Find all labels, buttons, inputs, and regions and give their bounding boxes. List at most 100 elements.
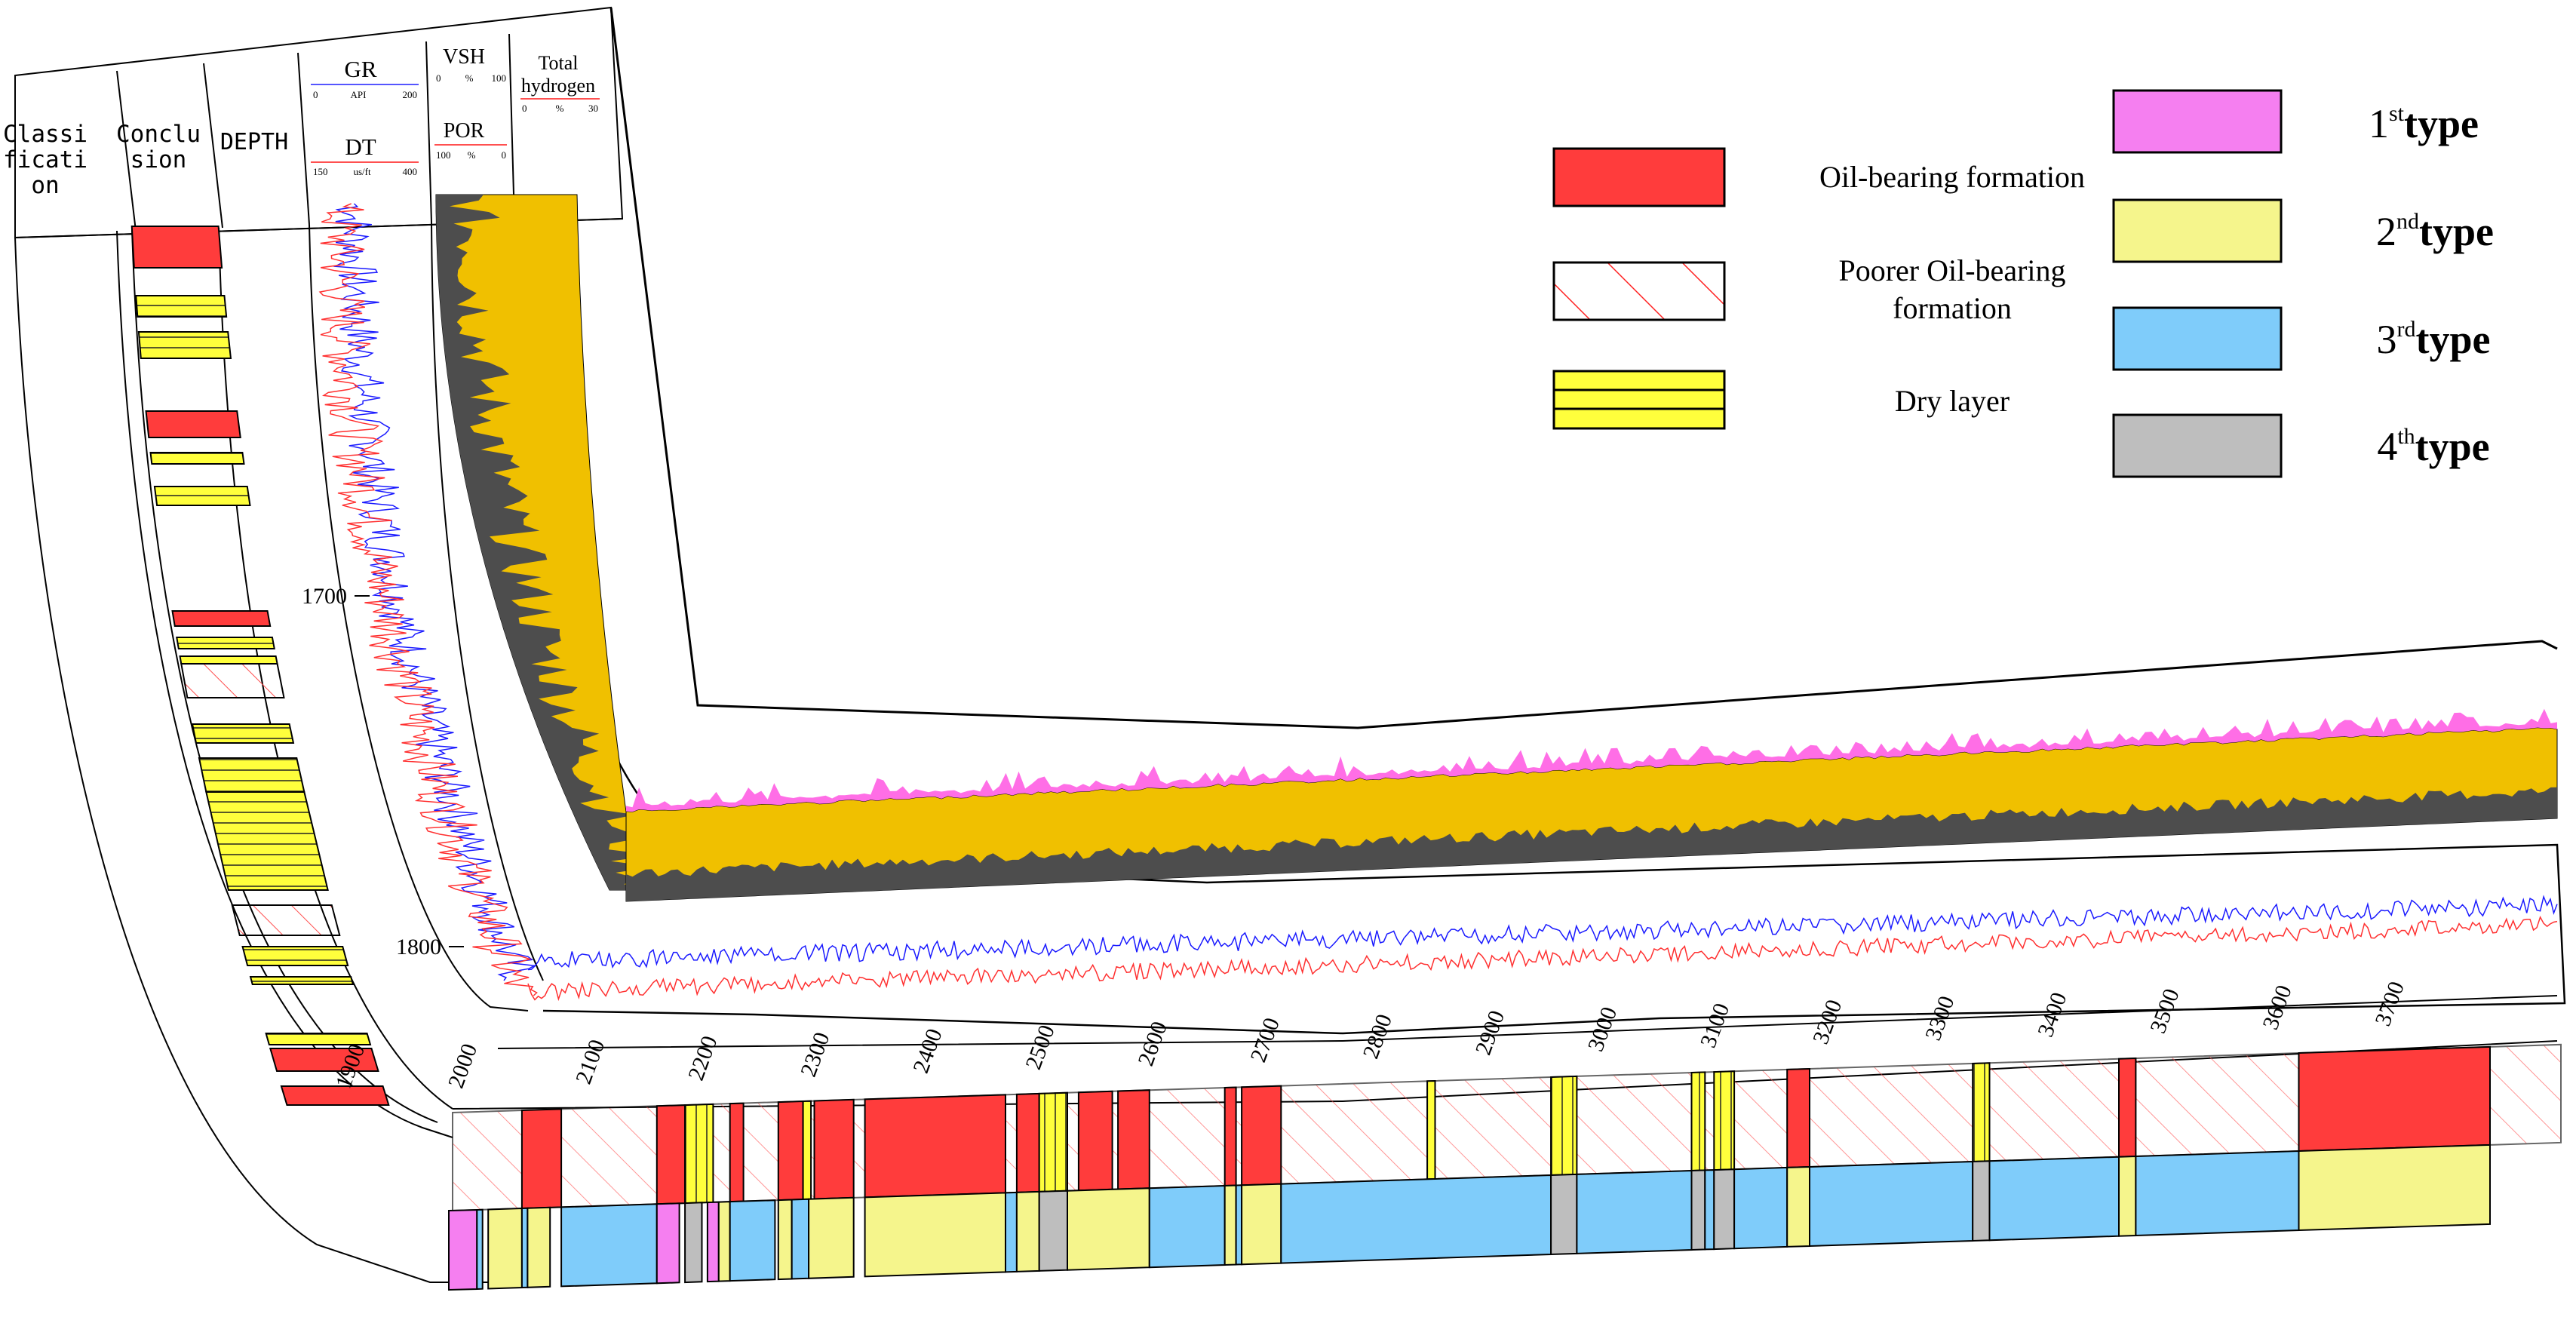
depth-label: 2900 — [1471, 1007, 1510, 1058]
conclusion-interval-oil — [520, 1108, 563, 1210]
header-classification-3: on — [31, 172, 59, 199]
gr-curve-horizontal — [527, 895, 2558, 971]
classification-interval-type3 — [1733, 1166, 1788, 1250]
classification-interval-type4 — [1713, 1168, 1736, 1251]
hydrogen-fill-horizontal — [626, 708, 2557, 812]
legend-poorer-oil-swatch — [1552, 261, 1726, 321]
conclusion-interval-dry — [1690, 1071, 1706, 1172]
legend-conclusion: Oil-bearing formation Poorer Oil-bearing… — [1552, 147, 2085, 430]
conclusion-interval-hatch — [180, 663, 285, 698]
legend-type3-swatch — [2112, 306, 2283, 371]
classification-interval-type1 — [656, 1202, 680, 1285]
classification-interval-type3 — [791, 1198, 810, 1280]
conclusion-interval-dry — [1972, 1062, 1991, 1163]
header-por-name: POR — [444, 119, 485, 143]
conclusion-interval-oil — [269, 1048, 379, 1072]
track-depth-right — [309, 224, 529, 1011]
legend-type1-swatch — [2112, 89, 2283, 154]
header-hydrogen-unit: % — [556, 103, 564, 114]
conclusion-interval-oil — [130, 226, 223, 269]
conclusion-interval-dry — [137, 331, 232, 359]
conclusion-interval-oil — [729, 1102, 745, 1203]
vertical-tracks — [130, 226, 390, 1106]
legend-type3-label: 3rdtype — [2377, 317, 2491, 362]
legend-dry-label: Dry layer — [1895, 384, 2010, 418]
header-vsh-max: 100 — [492, 72, 507, 84]
legend-poorer-oil-label-1: Poorer Oil-bearing — [1838, 253, 2065, 287]
header-dt-name: DT — [345, 134, 376, 160]
conclusion-interval-oil — [1077, 1090, 1113, 1192]
conclusion-interval-dry — [241, 946, 349, 966]
header-gr-unit: API — [351, 89, 367, 100]
header-conclusion-2: sion — [130, 146, 187, 173]
classification-interval-type2 — [1015, 1190, 1040, 1272]
shale-fill-horizontal — [626, 787, 2557, 901]
classification-interval-type3 — [1235, 1184, 1243, 1266]
conclusion-interval-oil — [864, 1094, 1006, 1199]
header-hydrogen-name-1: Total — [538, 52, 578, 74]
upper-band-outline — [609, 7, 2558, 729]
classification-interval-type3 — [476, 1208, 484, 1291]
horizontal-section — [448, 708, 2562, 1291]
conclusion-interval-dry — [1713, 1070, 1736, 1171]
classification-interval-type2 — [1786, 1165, 1810, 1248]
dt-curve-horizontal — [527, 916, 2558, 1002]
conclusion-interval-dry — [265, 1033, 372, 1045]
conclusion-interval-oil — [1786, 1067, 1810, 1168]
depth-label: 2600 — [1133, 1018, 1172, 1070]
conclusion-interval-dry — [135, 295, 228, 318]
header-vsh-name: VSH — [443, 45, 485, 69]
conclusion-interval-dry — [176, 637, 275, 649]
legend-poorer-oil-label-2: formation — [1893, 291, 2012, 325]
conclusion-interval-oil — [2118, 1057, 2137, 1158]
classification-interval-type2 — [808, 1196, 855, 1279]
conclusion-interval-oil — [1224, 1086, 1237, 1187]
legend-type2-swatch — [2112, 198, 2283, 263]
classification-interval-type3 — [2135, 1150, 2300, 1237]
classification-interval-type3 — [560, 1203, 658, 1288]
conclusion-interval-dry — [153, 486, 251, 506]
conclusion-interval-dry — [684, 1103, 714, 1205]
depth-label: 1700 — [302, 584, 347, 609]
conclusion-interval-dry — [149, 452, 245, 465]
classification-interval-type2 — [1241, 1183, 1282, 1266]
classification-interval-type2 — [1224, 1184, 1237, 1266]
classification-interval-type1 — [706, 1201, 720, 1283]
classification-interval-type4 — [1690, 1169, 1706, 1251]
classification-interval-type2 — [2298, 1143, 2491, 1232]
conclusion-interval-dry — [1426, 1079, 1436, 1180]
conclusion-interval-oil — [1015, 1092, 1040, 1193]
conclusion-interval-oil — [280, 1085, 390, 1106]
classification-interval-type3 — [1704, 1169, 1715, 1251]
classification-interval-type2 — [487, 1207, 523, 1290]
header-por-min: 100 — [436, 149, 451, 161]
header-gr-name: GR — [344, 56, 376, 82]
classification-interval-type2 — [777, 1199, 793, 1281]
conclusion-interval-dry — [191, 723, 295, 744]
classification-interval-type2 — [717, 1201, 731, 1282]
header-hydrogen-max: 30 — [588, 103, 598, 114]
classification-interval-type3 — [729, 1199, 776, 1282]
header-classification-2: ficati — [3, 146, 88, 173]
classification-interval-type1 — [448, 1208, 478, 1291]
header-vsh-unit: % — [465, 72, 474, 84]
depth-label: 2400 — [908, 1025, 947, 1076]
header-por-unit: % — [468, 149, 476, 161]
gr-curve-vertical — [333, 203, 536, 981]
header-col-divider — [116, 70, 137, 232]
conclusion-interval-oil — [777, 1100, 804, 1202]
conclusion-interval-oil — [813, 1098, 855, 1200]
header-col-divider — [508, 33, 515, 222]
legend-type2-label: 2ndtype — [2376, 209, 2494, 254]
classification-interval-type3 — [1988, 1156, 2120, 1242]
header-col-divider — [203, 63, 223, 229]
conclusion-interval-dry — [205, 791, 329, 891]
track-conclusion-left — [131, 229, 438, 1123]
depth-label: 2200 — [683, 1033, 723, 1084]
depth-label: 2700 — [1245, 1015, 1285, 1066]
track-outer-border — [14, 237, 498, 1283]
header-conclusion-1: Conclu — [116, 121, 201, 148]
legend-type1-label: 1sttype — [2369, 101, 2479, 146]
depth-label: 3500 — [2145, 986, 2185, 1037]
